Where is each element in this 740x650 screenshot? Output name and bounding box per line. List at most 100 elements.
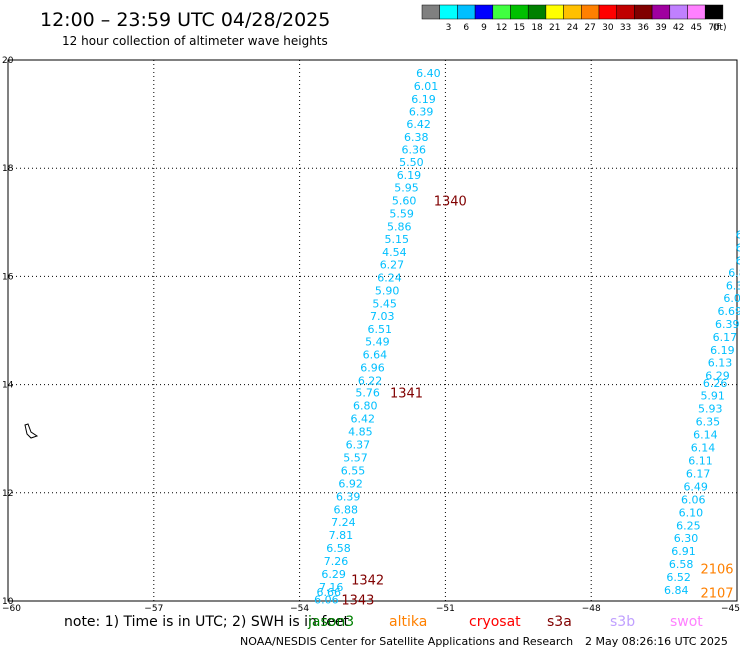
satellite-legend: jason3 altika cryosat s3a s3b swot: [307, 614, 703, 630]
wave-height-label: 6.69: [717, 305, 740, 318]
wave-height-label: 7.26: [324, 555, 349, 568]
colorbar-swatch: [527, 4, 547, 20]
wave-height-label: 6.36: [402, 143, 427, 156]
pass-number-label: 2106: [700, 563, 733, 578]
satellite-legend-cryosat: cryosat: [469, 614, 521, 630]
wave-height-label: 6.92: [338, 478, 363, 491]
wave-height-label: 6.19: [710, 344, 735, 357]
wave-height-label: 6.17: [713, 331, 738, 344]
colorbar-label: 9: [481, 23, 487, 33]
wave-height-label: 6.25: [676, 519, 701, 532]
colorbar-swatch: [651, 4, 671, 20]
wave-height-label: 6.42: [406, 118, 431, 131]
wave-height-label: 7.81: [329, 529, 354, 542]
wave-height-label: 6.01: [414, 80, 439, 93]
colorbar-swatch: [669, 4, 688, 20]
wave-height-label: 6.29: [705, 369, 730, 382]
wave-height-label: 6.3: [726, 280, 740, 293]
wave-height-label: 6.14: [691, 441, 716, 454]
colorbar-swatch: [545, 4, 564, 20]
wave-height-label: 6.27: [380, 258, 405, 271]
wave-height-label: 6.39: [715, 318, 740, 331]
wave-height-label: 6.84: [664, 584, 689, 597]
wave-height-label: 6.64: [363, 348, 388, 361]
y-tick-label: 16: [2, 272, 14, 282]
colorbar-swatch: [474, 4, 494, 20]
colorbar-swatch: [687, 4, 706, 20]
wave-height-label: 6.19: [397, 169, 422, 182]
wave-height-label: 7.16: [319, 581, 344, 594]
wave-height-label: 6.91: [671, 545, 696, 558]
pass-number-label: 1342: [351, 573, 384, 588]
note-text: note: 1) Time is in UTC; 2) SWH is in fe…: [64, 614, 350, 630]
wave-height-label: 6.8: [728, 267, 740, 280]
chart-title: 12:00 – 23:59 UTC 04/28/2025: [40, 9, 330, 31]
wave-height-label: 5.49: [365, 335, 390, 348]
wave-height-label: 5.15: [385, 233, 410, 246]
pass-number-label: 1340: [434, 195, 467, 210]
pass-number-label: 1341: [390, 387, 423, 402]
footer-credit: NOAA/NESDIS Center for Satellite Applica…: [240, 635, 573, 648]
wave-height-label: 6.96: [360, 361, 385, 374]
y-tick-label: 20: [2, 56, 14, 66]
wave-height-label: 6.55: [341, 465, 366, 478]
colorbar-label: 6: [463, 23, 469, 33]
chart-subtitle: 12 hour collection of altimeter wave hei…: [62, 34, 328, 48]
wave-height-label: 6.42: [351, 413, 376, 426]
footer-timestamp: 2 May 08:26:16 UTC 2025: [585, 635, 728, 648]
wave-height-label: 6.17: [686, 467, 711, 480]
colorbar-swatch: [581, 4, 600, 20]
wave-height-label: 6.13: [708, 356, 733, 369]
wave-height-label: 6: [736, 255, 740, 268]
wave-height-label: 7.03: [370, 310, 395, 323]
wave-height-label: 6.39: [336, 491, 361, 504]
colorbar-label: 3: [446, 23, 452, 33]
wave-height-label: 6.37: [346, 439, 371, 452]
wave-height-label: 6.66: [317, 586, 342, 599]
colorbar-label: 18: [531, 23, 543, 33]
wave-height-label: 6.52: [666, 571, 691, 584]
wave-height-label: 6: [736, 242, 740, 255]
colorbar-swatch: [598, 4, 617, 20]
colorbar-label: 27: [584, 23, 595, 33]
satellite-legend-jason3: jason3: [307, 614, 354, 630]
wave-height-label: 5.50: [399, 156, 424, 169]
colorbar-label: 33: [620, 23, 631, 33]
colorbar-label: 12: [496, 23, 507, 33]
wave-height-label: 6.80: [353, 400, 378, 413]
wave-height-label: 6.22: [358, 374, 383, 387]
colorbar-swatch: [439, 4, 458, 20]
y-tick-label: 12: [2, 489, 13, 499]
wave-height-label: 6.10: [679, 506, 704, 519]
colorbar-swatch: [492, 4, 511, 20]
wave-height-label: 5.93: [698, 402, 723, 415]
wave-height-label: 5.45: [372, 297, 397, 310]
grid-lines: [8, 60, 737, 601]
wave-height-label: 6.35: [696, 415, 721, 428]
pass-number-label: 2107: [700, 586, 733, 601]
colorbar-label: 70: [708, 23, 720, 33]
wave-height-label: 6.58: [326, 542, 351, 555]
colorbar-label: 39: [655, 23, 667, 33]
wave-height-label: 6.49: [683, 480, 708, 493]
satellite-legend-s3b: s3b: [610, 614, 635, 630]
wave-height-label: 5.76: [355, 387, 380, 400]
wave-height-label: 5.95: [394, 182, 419, 195]
wave-height-label: 5.59: [389, 208, 414, 221]
x-tick-label: −45: [721, 604, 740, 614]
wave-height-label: 6.39: [409, 105, 434, 118]
colorbar-label: 42: [673, 23, 684, 33]
wave-height-label: 6.11: [688, 454, 713, 467]
colorbar-swatch: [457, 4, 476, 20]
pass-number-label: 1343: [341, 593, 374, 608]
colorbar-swatch: [704, 4, 724, 20]
wave-height-label: 5.91: [700, 389, 725, 402]
satellite-legend-altika: altika: [389, 614, 427, 630]
wave-height-label: 6.30: [674, 532, 699, 545]
wave-height-label: 6.40: [416, 67, 441, 80]
wave-height-label: 6.06: [314, 593, 339, 606]
axis-ticks: −60 −57 −54 −51 −48 −45 10 12 14 16 18 20: [2, 56, 740, 614]
colorbar-label: 30: [602, 23, 614, 33]
